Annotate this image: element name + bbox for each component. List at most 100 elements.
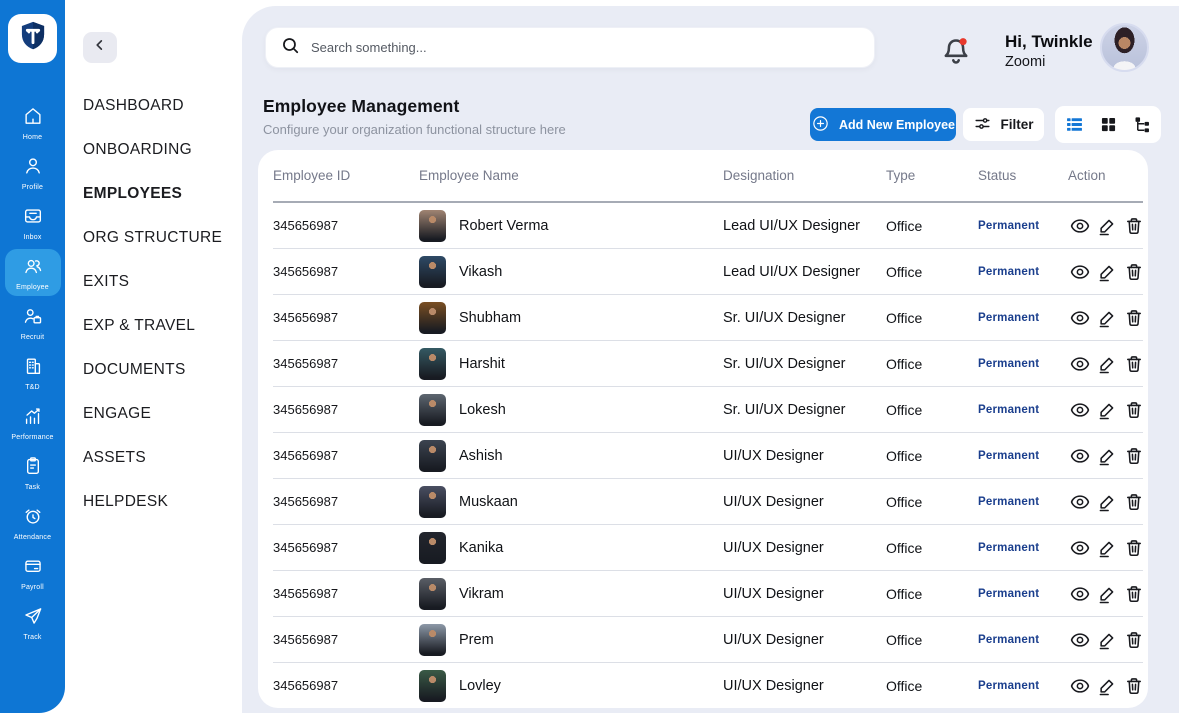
delete-trash-icon[interactable] [1122, 674, 1145, 697]
view-eye-icon[interactable] [1068, 306, 1091, 329]
view-eye-icon[interactable] [1068, 536, 1091, 559]
rail-nav-item[interactable]: Attendance [5, 499, 61, 546]
edit-pencil-icon[interactable] [1095, 352, 1118, 375]
view-eye-icon[interactable] [1068, 260, 1091, 283]
employee-type: Office [886, 631, 923, 648]
employee-name: Vikram [459, 585, 504, 602]
filter-button[interactable]: Filter [963, 108, 1044, 141]
rail-item-label: Track [23, 633, 42, 641]
sidebar-menu-item[interactable]: DASHBOARD [83, 97, 184, 114]
edit-pencil-icon[interactable] [1095, 398, 1118, 421]
employee-photo [419, 623, 446, 656]
delete-trash-icon[interactable] [1122, 306, 1145, 329]
chevron-left-icon [91, 36, 109, 59]
rail-nav-item[interactable]: Payroll [5, 549, 61, 596]
sidebar-menu-item[interactable]: EMPLOYEES [83, 185, 183, 202]
delete-trash-icon[interactable] [1122, 490, 1145, 513]
search-input[interactable] [311, 40, 860, 55]
edit-pencil-icon[interactable] [1095, 260, 1118, 283]
delete-trash-icon[interactable] [1122, 352, 1145, 375]
sidebar-menu-item[interactable]: EXP & TRAVEL [83, 317, 196, 334]
rail-nav-item[interactable]: Track [5, 599, 61, 646]
column-header: Designation [723, 168, 795, 183]
employee-designation: UI/UX Designer [723, 585, 824, 602]
table-body: 345656987 Robert Verma Lead UI/UX Design… [273, 203, 1143, 708]
view-toggle-icon[interactable] [1132, 114, 1153, 135]
employee-photo [419, 347, 446, 380]
main-panel: Hi, Twinkle Zoomi Employee Management Co… [242, 6, 1179, 713]
rail-nav-item[interactable]: Recruit [5, 299, 61, 346]
delete-trash-icon[interactable] [1122, 628, 1145, 651]
notifications-bell-icon[interactable] [939, 32, 973, 70]
sidebar-menu-item[interactable]: ASSETS [83, 449, 146, 466]
employee-id: 345656987 [273, 678, 339, 693]
rail-nav-item[interactable]: Employee [4, 249, 61, 296]
edit-pencil-icon[interactable] [1095, 628, 1118, 651]
sidebar-menu-item[interactable]: ENGAGE [83, 405, 152, 422]
section-menu: DASHBOARD ONBOARDING EMPLOYEES ORG STRUC… [83, 84, 236, 524]
view-eye-icon[interactable] [1068, 444, 1091, 467]
edit-pencil-icon[interactable] [1095, 306, 1118, 329]
employee-id: 345656987 [273, 586, 339, 601]
employee-designation: UI/UX Designer [723, 539, 824, 556]
rail-nav-item[interactable]: Home [5, 99, 61, 146]
view-toggle-icon[interactable] [1098, 114, 1119, 135]
rail-item-label: T&D [25, 383, 40, 391]
row-actions [1068, 398, 1145, 421]
delete-trash-icon[interactable] [1122, 214, 1145, 237]
rail-nav-item[interactable]: Profile [5, 149, 61, 196]
edit-pencil-icon[interactable] [1095, 490, 1118, 513]
employee-name: Lokesh [459, 401, 506, 418]
rail-item-icon [22, 305, 44, 332]
view-eye-icon[interactable] [1068, 490, 1091, 513]
employee-type: Office [886, 493, 923, 510]
user-avatar[interactable] [1100, 23, 1149, 72]
sidebar-menu-item[interactable]: HELPDESK [83, 493, 169, 510]
employee-status-badge: Permanent [978, 357, 1040, 370]
sidebar-menu-item[interactable]: ONBOARDING [83, 141, 192, 158]
table-row: 345656987 Lovley UI/UX Designer Office P… [273, 663, 1143, 708]
employee-name: Lovley [459, 677, 501, 694]
delete-trash-icon[interactable] [1122, 398, 1145, 421]
employee-name: Ashish [459, 447, 503, 464]
edit-pencil-icon[interactable] [1095, 536, 1118, 559]
rail-nav-item[interactable]: Task [5, 449, 61, 496]
sidebar-menu-item[interactable]: ORG STRUCTURE [83, 229, 223, 246]
delete-trash-icon[interactable] [1122, 582, 1145, 605]
rail-item-label: Inbox [23, 233, 42, 241]
employee-type: Office [886, 447, 923, 464]
rail-nav-item[interactable]: Inbox [5, 199, 61, 246]
rail-item-label: Employee [16, 283, 49, 291]
view-eye-icon[interactable] [1068, 214, 1091, 237]
sidebar-menu-item[interactable]: DOCUMENTS [83, 361, 186, 378]
employee-type: Office [886, 309, 923, 326]
view-eye-icon[interactable] [1068, 352, 1091, 375]
edit-pencil-icon[interactable] [1095, 582, 1118, 605]
rail-nav-item[interactable]: T&D [5, 349, 61, 396]
edit-pencil-icon[interactable] [1095, 444, 1118, 467]
collapse-sidebar-button[interactable] [83, 32, 117, 63]
delete-trash-icon[interactable] [1122, 260, 1145, 283]
rail-nav-item[interactable]: Performance [5, 399, 61, 446]
rail-item-icon [22, 605, 44, 632]
view-eye-icon[interactable] [1068, 398, 1091, 421]
edit-pencil-icon[interactable] [1095, 674, 1118, 697]
view-eye-icon[interactable] [1068, 674, 1091, 697]
view-eye-icon[interactable] [1068, 628, 1091, 651]
edit-pencil-icon[interactable] [1095, 214, 1118, 237]
view-toggle-icon[interactable] [1064, 114, 1085, 135]
delete-trash-icon[interactable] [1122, 536, 1145, 559]
employee-type: Office [886, 539, 923, 556]
sidebar-menu-item[interactable]: EXITS [83, 273, 130, 290]
table-header-row: Employee ID Employee Name Designation Ty… [273, 150, 1143, 203]
user-greeting: Hi, Twinkle Zoomi [1005, 31, 1093, 71]
employee-designation: Lead UI/UX Designer [723, 263, 861, 280]
delete-trash-icon[interactable] [1122, 444, 1145, 467]
view-eye-icon[interactable] [1068, 582, 1091, 605]
employee-type: Office [886, 355, 923, 372]
employee-name: Muskaan [459, 493, 518, 510]
employee-status-badge: Permanent [978, 587, 1040, 600]
rail-item-icon [22, 155, 44, 182]
add-new-employee-button[interactable]: Add New Employee [810, 108, 956, 141]
